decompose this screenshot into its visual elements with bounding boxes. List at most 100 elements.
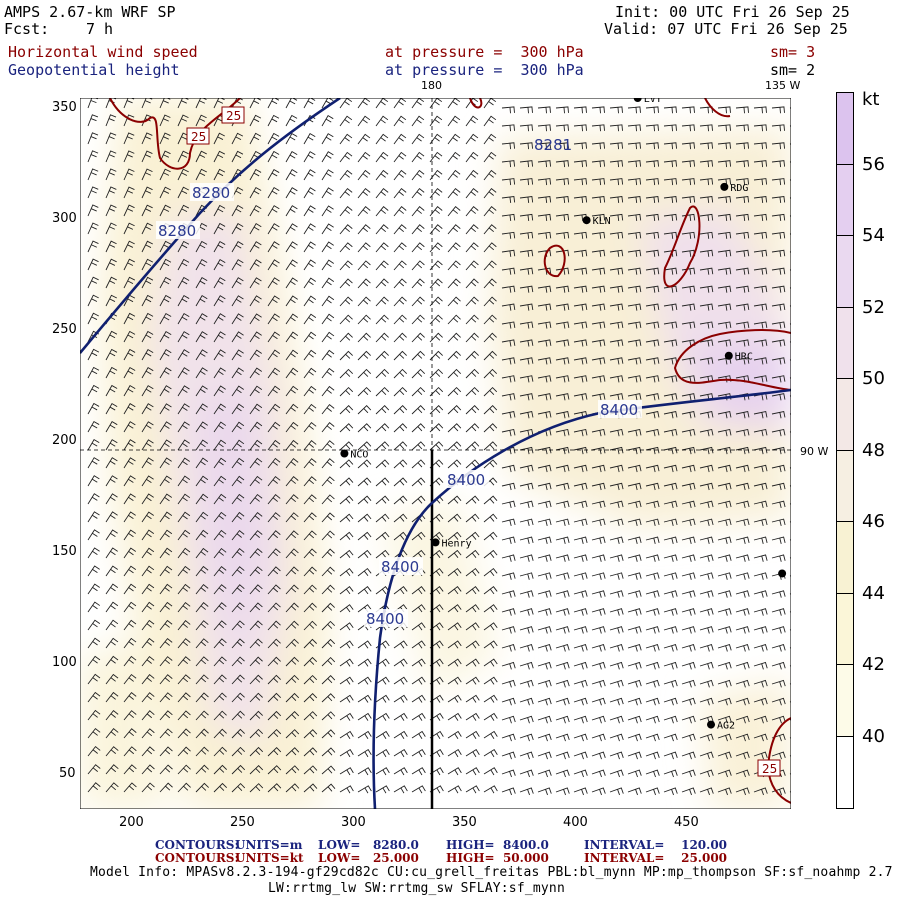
wind-barb <box>429 712 444 721</box>
wind-barb <box>555 231 570 239</box>
wind-barb <box>609 339 624 347</box>
wind-barb <box>393 386 408 397</box>
wind-barb <box>519 518 534 527</box>
wind-barb <box>123 475 136 487</box>
wind-barb <box>753 285 768 293</box>
wind-barb <box>177 692 191 703</box>
wind-barb <box>681 142 696 150</box>
wind-barb <box>501 661 516 670</box>
wind-barb <box>609 303 624 311</box>
wind-barb <box>501 769 516 778</box>
colorbar-unit: kt <box>862 89 880 110</box>
wind-barb <box>573 608 588 616</box>
footer-contour1-label: CONTOURS: <box>155 838 239 852</box>
colorbar-band <box>837 379 853 451</box>
wind-barb <box>447 785 462 794</box>
wind-barb <box>645 518 660 527</box>
wind-barb <box>447 549 462 559</box>
y-tick-label: 200 <box>52 433 77 448</box>
wind-barb <box>591 787 606 796</box>
wind-barb <box>177 728 191 739</box>
wind-barb <box>123 710 137 721</box>
wind-barb <box>123 529 136 541</box>
wind-barb <box>573 751 588 760</box>
wind-barb <box>195 583 209 595</box>
wind-barb <box>105 673 119 685</box>
wind-barb <box>483 260 497 271</box>
model-info-line2: LW:rrtmg_lw SW:rrtmg_sw SFLAY:sf_mynn <box>268 881 565 896</box>
wind-barb <box>159 692 173 703</box>
wind-barb <box>591 231 606 239</box>
wind-barb <box>393 368 408 379</box>
wind-barb <box>699 357 714 365</box>
wind-barb <box>537 393 552 401</box>
wind-barb <box>339 712 354 721</box>
wind-barb <box>213 692 227 703</box>
wind-barb <box>627 196 642 204</box>
wind-barb <box>123 728 137 739</box>
wind-barb <box>213 710 227 721</box>
wind-barb <box>465 260 479 271</box>
wind-barb <box>285 114 298 127</box>
wind-barb <box>717 106 731 114</box>
wind-barb <box>717 518 732 527</box>
wind-barb <box>735 106 749 114</box>
wind-barb <box>501 464 516 473</box>
wind-barb <box>519 590 534 598</box>
wind-barb <box>537 357 552 365</box>
wind-barb <box>537 411 552 419</box>
station-label: KLN <box>593 216 611 227</box>
wind-barb <box>555 482 570 491</box>
wind-barb <box>285 476 299 487</box>
wind-barb <box>663 590 678 598</box>
wind-barb <box>573 375 588 383</box>
wind-barb <box>591 626 606 634</box>
wind-barb <box>87 565 100 577</box>
wind-barb <box>735 124 749 132</box>
wind-barb <box>555 464 570 473</box>
wind-barb <box>465 712 480 721</box>
wind-barb <box>735 661 750 670</box>
wind-barb <box>429 224 443 235</box>
wind-barb <box>771 518 786 527</box>
wind-barb <box>213 204 226 217</box>
wind-barb <box>555 196 570 204</box>
wind-barb <box>393 187 407 199</box>
wind-barb <box>735 249 750 257</box>
wind-barb <box>591 769 606 778</box>
field2-smoothing: sm= 2 <box>770 61 816 79</box>
wind-barb <box>87 601 101 613</box>
wind-barb <box>681 411 696 419</box>
wind-barb <box>627 428 642 437</box>
wind-barb <box>357 694 372 703</box>
wind-barb <box>465 187 479 199</box>
map-panel[interactable]: 8280 8280 8281 8400 8400 8400 8400 25 25… <box>80 98 791 809</box>
wind-barb <box>465 242 479 253</box>
wind-barb <box>555 787 570 796</box>
wind-barb <box>321 223 334 235</box>
wind-barb <box>465 694 480 703</box>
x-tick-label: 300 <box>341 815 366 830</box>
station-marker <box>724 351 733 360</box>
wind-barb <box>429 314 443 325</box>
wind-barb <box>393 586 408 595</box>
wind-barb <box>483 423 498 433</box>
wind-barb <box>249 295 262 307</box>
wind-barb <box>267 638 281 649</box>
wind-barb <box>609 590 624 598</box>
wind-barb <box>195 276 208 289</box>
wind-barb <box>483 567 498 577</box>
wind-barb <box>213 150 226 163</box>
wind-barb <box>753 500 768 509</box>
wind-barb <box>681 572 696 580</box>
wind-barb <box>537 644 552 652</box>
wind-barb <box>141 258 154 271</box>
wind-barb <box>735 554 750 562</box>
wind-barb <box>177 601 191 613</box>
wind-barb <box>681 608 696 616</box>
wind-barb <box>195 620 209 631</box>
wind-barb <box>339 785 354 794</box>
wind-barb <box>411 767 426 776</box>
wind-barb <box>177 638 191 649</box>
wind-barb <box>105 222 117 235</box>
